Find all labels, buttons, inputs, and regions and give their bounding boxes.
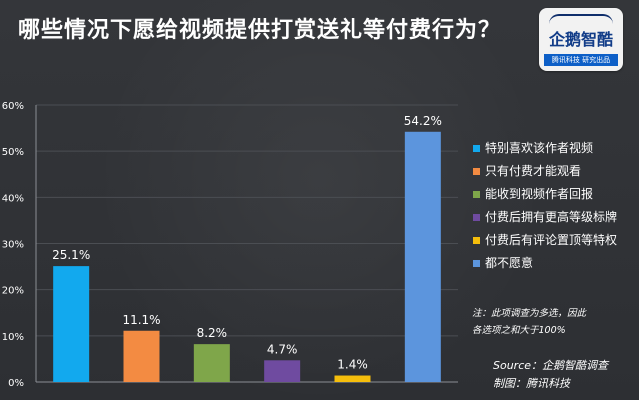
legend-label: 付费后拥有更高等级标牌 — [485, 210, 618, 224]
bar-data-label: 25.1% — [52, 248, 90, 262]
legend-item: 付费后拥有更高等级标牌 — [473, 206, 633, 229]
bar-data-label: 11.1% — [122, 313, 160, 327]
bar-data-label: 54.2% — [404, 114, 442, 128]
legend-label: 特别喜欢该作者视频 — [485, 141, 594, 155]
legend-item: 付费后有评论置顶等特权 — [473, 229, 633, 252]
gridlines — [36, 104, 458, 383]
chart-bar — [123, 330, 160, 382]
chart-bar — [404, 131, 441, 382]
chart-bar — [334, 375, 371, 382]
page-title: 哪些情况下愿给视频提供打赏送礼等付费行为？ — [18, 18, 502, 43]
legend-swatch — [473, 168, 480, 175]
y-tick-label: 20% — [2, 286, 24, 297]
legend-swatch — [473, 237, 480, 244]
legend-swatch — [473, 260, 480, 267]
chart-bar — [264, 360, 301, 382]
legend-label: 能收到视频作者回报 — [485, 187, 594, 201]
legend-swatch — [473, 214, 480, 221]
chart-legend: 特别喜欢该作者视频 只有付费才能观看 能收到视频作者回报付费后拥有更高等级标牌 付费后… — [473, 137, 633, 275]
chart-bar — [53, 266, 90, 382]
chart-source: Source：企鹅智酷调查 制图：腾讯科技 — [493, 357, 633, 393]
legend-label: 只有付费才能观看 — [485, 164, 582, 178]
y-tick-label: 50% — [2, 147, 24, 158]
logo-brand-text: 企鹅智酷 — [548, 30, 613, 49]
bar-data-label: 4.7% — [267, 342, 298, 356]
chart-source-line-2: 制图：腾讯科技 — [493, 377, 570, 390]
legend-label: 付费后有评论置顶等特权 — [485, 233, 618, 247]
y-tick-label: 40% — [2, 193, 24, 204]
logo-arc-icon — [549, 14, 613, 24]
legend-item: 能收到视频作者回报 — [473, 183, 633, 206]
legend-swatch — [473, 145, 480, 152]
y-tick-label: 10% — [2, 332, 24, 343]
chart-source-line-1: Source：企鹅智酷调查 — [493, 359, 609, 372]
bar-data-label: 1.4% — [337, 358, 368, 372]
legend-item: 都不愿意 — [473, 252, 633, 275]
y-tick-label: 60% — [2, 101, 24, 112]
chart-bar — [193, 344, 230, 382]
legend-item: 只有付费才能观看 — [473, 160, 633, 183]
logo-sub-text: 腾讯科技 研究出品 — [544, 54, 618, 66]
chart-note: 注：此项调查为多选，因此 各选项之和大于100% — [472, 305, 617, 339]
y-tick-label: 0% — [8, 378, 24, 389]
chart-note-line-1: 注：此项调查为多选，因此 — [472, 308, 587, 319]
y-tick-label: 30% — [2, 240, 24, 251]
brand-logo: 企鹅智酷 腾讯科技 研究出品 — [539, 8, 623, 71]
chart-note-line-2: 各选项之和大于100% — [472, 325, 566, 336]
legend-label: 都不愿意 — [485, 256, 534, 270]
bar-data-label: 8.2% — [197, 326, 228, 340]
legend-swatch — [473, 191, 480, 198]
legend-item: 特别喜欢该作者视频 — [473, 137, 633, 160]
